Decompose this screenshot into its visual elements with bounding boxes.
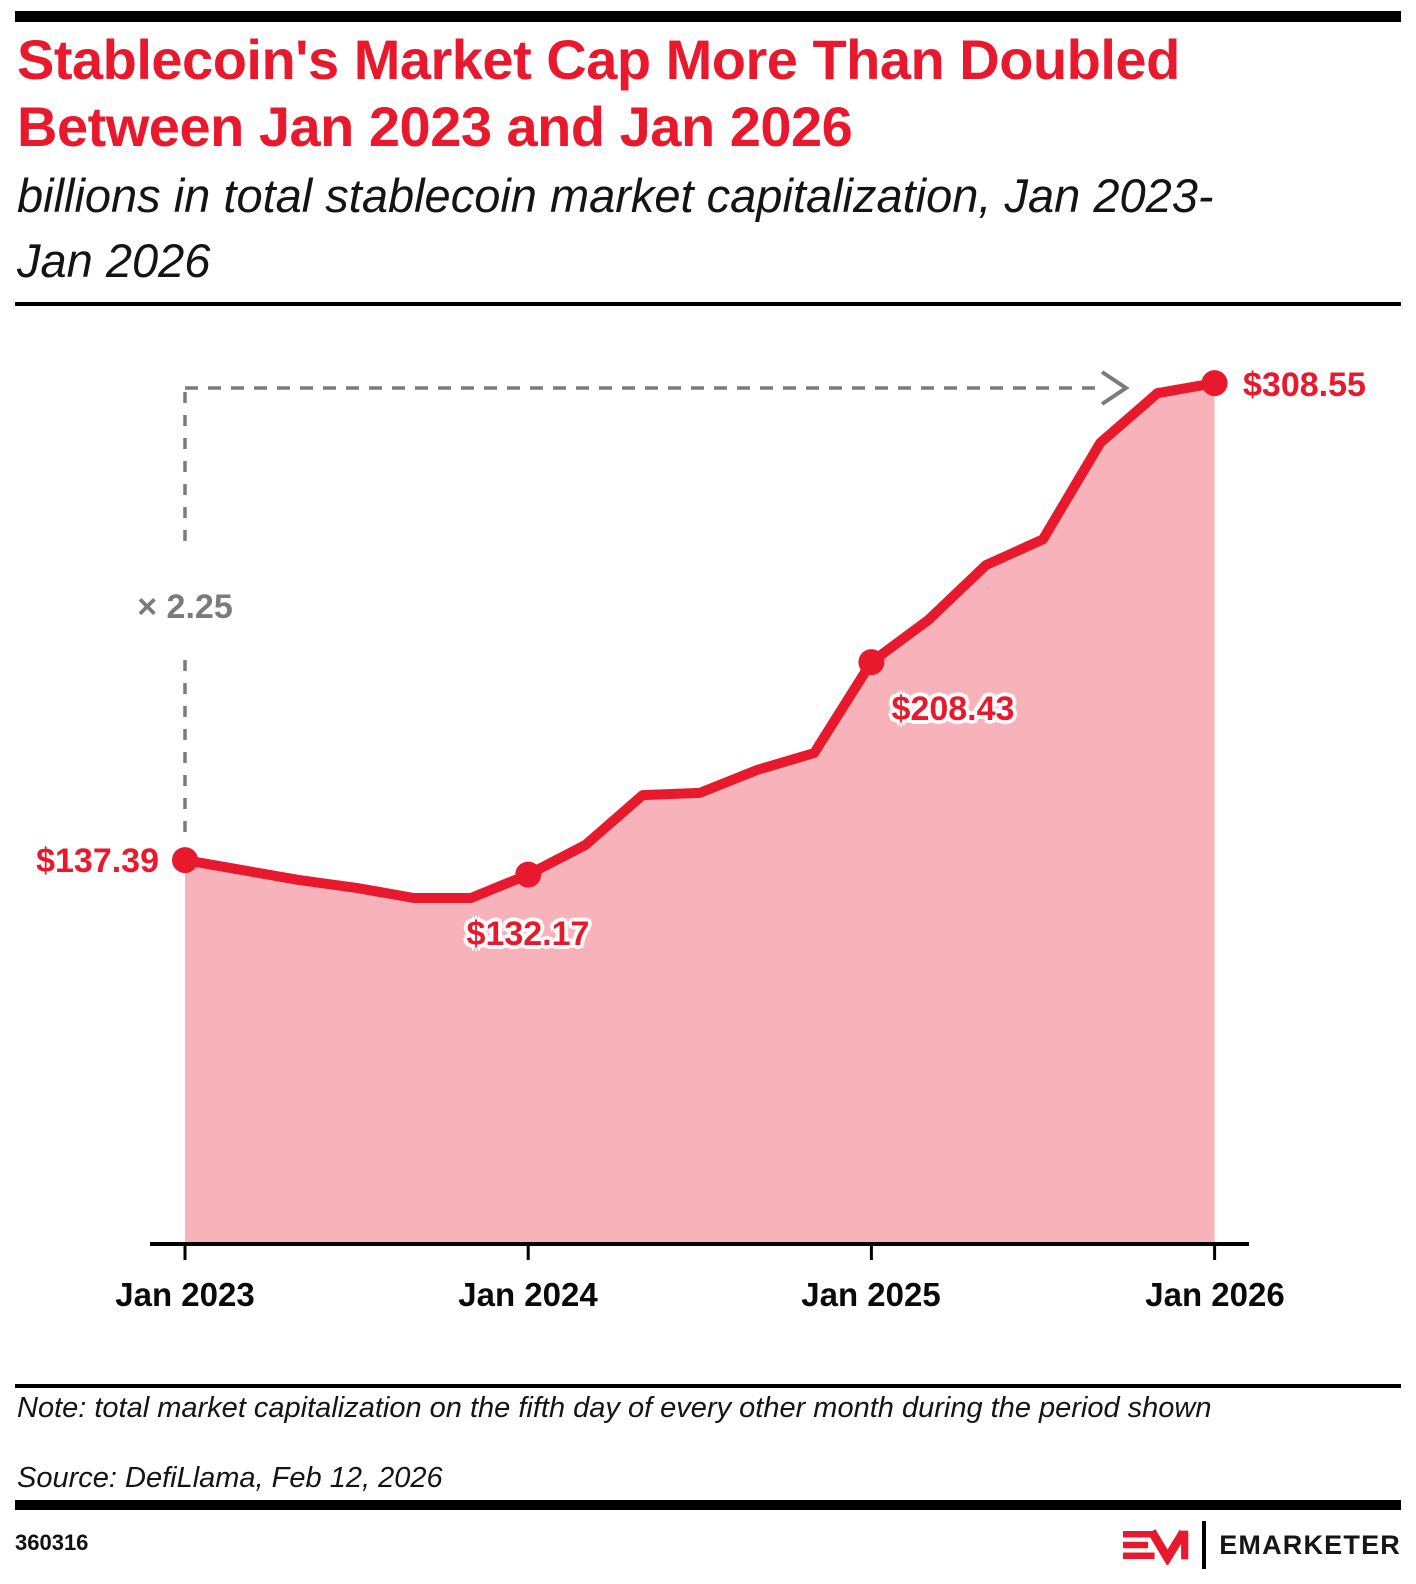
chart-title: Stablecoin's Market Cap More Than Double…	[17, 28, 1180, 158]
footer-divider	[15, 1384, 1401, 1388]
emarketer-wordmark: EMARKETER	[1219, 1529, 1401, 1560]
data-label-jan-2026: $308.55	[1243, 366, 1366, 404]
marker-jan-2026	[1201, 370, 1228, 397]
emarketer-logo-mark	[1123, 1529, 1189, 1565]
marker-jan-2025	[858, 649, 885, 676]
header-divider	[15, 302, 1401, 306]
source-text: Source: DefiLlama, Feb 12, 2026	[17, 1462, 443, 1494]
emarketer-logo: EMARKETER	[1123, 1520, 1401, 1570]
chart-subtitle: billions in total stablecoin market capi…	[17, 169, 1214, 287]
axis-label-jan-2026: Jan 2026	[1145, 1276, 1285, 1313]
trend-line	[180, 378, 1220, 903]
chart-id: 360316	[15, 1530, 89, 1555]
data-label-jan-2024: $132.17	[466, 915, 590, 953]
marker-jan-2023	[172, 847, 198, 874]
axis-label-jan-2025: Jan 2025	[801, 1276, 941, 1313]
note-text: Note: total market capitalization on the…	[17, 1392, 1212, 1424]
top-accent-bar	[15, 11, 1401, 22]
multiplier-annotation: × 2.25	[137, 588, 233, 626]
bottom-accent-bar	[15, 1500, 1401, 1510]
axis-label-jan-2024: Jan 2024	[458, 1276, 598, 1313]
axis-label-jan-2023: Jan 2023	[115, 1276, 255, 1313]
arrow-head-icon	[1100, 370, 1130, 406]
data-label-jan-2025: $208.43	[891, 690, 1015, 728]
data-label-jan-2023: $137.39	[36, 842, 159, 880]
logo-divider	[1202, 1521, 1207, 1569]
marker-jan-2024	[515, 861, 542, 888]
